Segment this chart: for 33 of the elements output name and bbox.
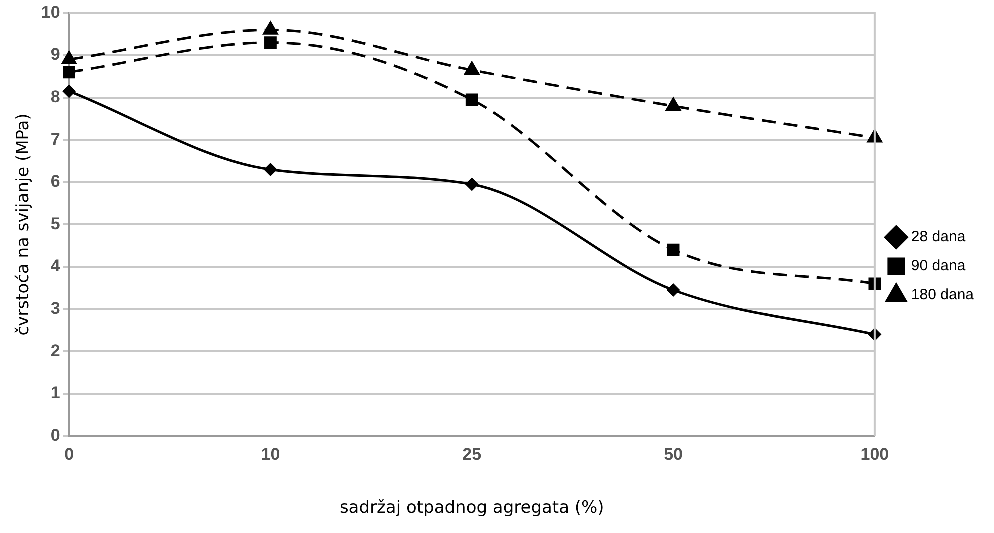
point [62,51,77,64]
y-tick-label: 3 [50,298,60,318]
y-tick-label: 4 [50,256,61,276]
y-tick-label: 2 [50,341,60,360]
legend-label: 28 dana [911,228,966,246]
y-axis-title: čvrstoća na svijanje (MPa) [14,114,34,336]
point [667,284,680,297]
point [63,85,76,98]
point [264,36,277,50]
point [63,66,76,79]
x-tick-label: 25 [462,445,482,464]
x-tick-label: 10 [261,445,280,464]
point [263,22,278,35]
point [666,98,681,112]
x-tick-label: 50 [664,445,683,464]
x-axis-title: sadržaj otpadnog agregata (%) [340,498,604,518]
legend-label: 180 dana [911,286,975,304]
point [464,62,480,76]
y-tick-label: 8 [50,87,60,106]
x-tick-label: 0 [64,445,74,464]
y-tick-label: 0 [50,426,60,445]
point [667,244,680,256]
point [264,163,277,176]
y-tick-label: 10 [41,2,60,22]
y-tick-label: 1 [50,384,60,403]
y-tick-label: 7 [50,130,60,149]
y-tick-label: 5 [50,214,60,234]
legend-label: 90 dana [911,258,966,275]
point [466,94,478,106]
y-tick-label: 9 [50,45,60,64]
x-tick-label: 100 [860,445,890,464]
y-tick-label: 6 [50,172,60,192]
point [466,178,478,191]
